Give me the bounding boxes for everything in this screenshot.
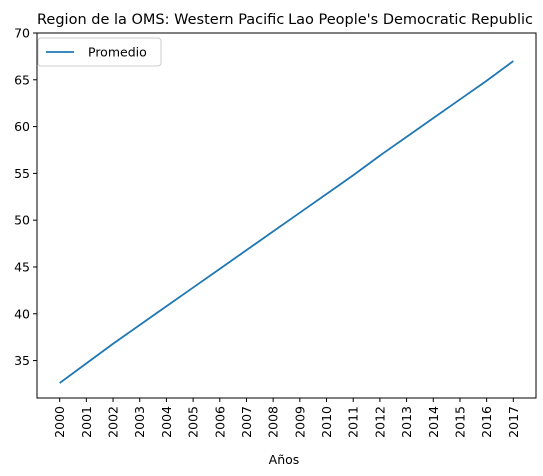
x-tick-label: 2016	[479, 406, 494, 438]
x-tick-label: 2004	[159, 406, 174, 438]
y-tick-label: 55	[14, 166, 30, 181]
legend-box	[37, 37, 162, 67]
series-line-promedio	[59, 60, 514, 384]
x-tick-label: 2013	[399, 406, 414, 438]
chart-title-country: Lao People's Democratic Republic	[288, 12, 533, 28]
x-tick-label: 2009	[292, 406, 307, 438]
x-tick-label: 2017	[506, 406, 521, 438]
x-axis-label: Años	[269, 452, 300, 467]
legend: Promedio	[37, 37, 162, 67]
y-tick-label: 45	[14, 259, 30, 274]
x-tick-label: 2007	[239, 406, 254, 438]
y-tick-label: 60	[14, 119, 30, 134]
x-tick-label: 2002	[106, 406, 121, 438]
y-tick-label: 65	[14, 72, 30, 87]
chart-title-region: Region de la OMS: Western Pacific	[37, 12, 284, 28]
x-tick-label: 2010	[319, 406, 334, 438]
x-tick-label: 2005	[186, 406, 201, 438]
x-tick-label: 2001	[79, 406, 94, 438]
axes-frame	[36, 32, 537, 399]
x-tick-label: 2006	[212, 406, 227, 438]
y-tick-label: 70	[14, 26, 30, 41]
plot-area: 35 40 45 50 55 60 65 70 2000 2001 2002 2003 2004 2005…	[14, 26, 537, 438]
x-tick-label: 2000	[52, 406, 67, 438]
x-tick-label: 2015	[452, 406, 467, 438]
y-tick-label: 35	[14, 353, 30, 368]
x-tick-label: 2011	[346, 406, 361, 438]
y-tick-label: 50	[14, 213, 30, 228]
x-tick-label: 2012	[372, 406, 387, 438]
x-tick-label: 2003	[132, 406, 147, 438]
y-tick-label: 40	[14, 306, 30, 321]
x-tick-label: 2008	[266, 406, 281, 438]
x-tick-label: 2014	[426, 406, 441, 438]
legend-label: Promedio	[88, 45, 147, 60]
